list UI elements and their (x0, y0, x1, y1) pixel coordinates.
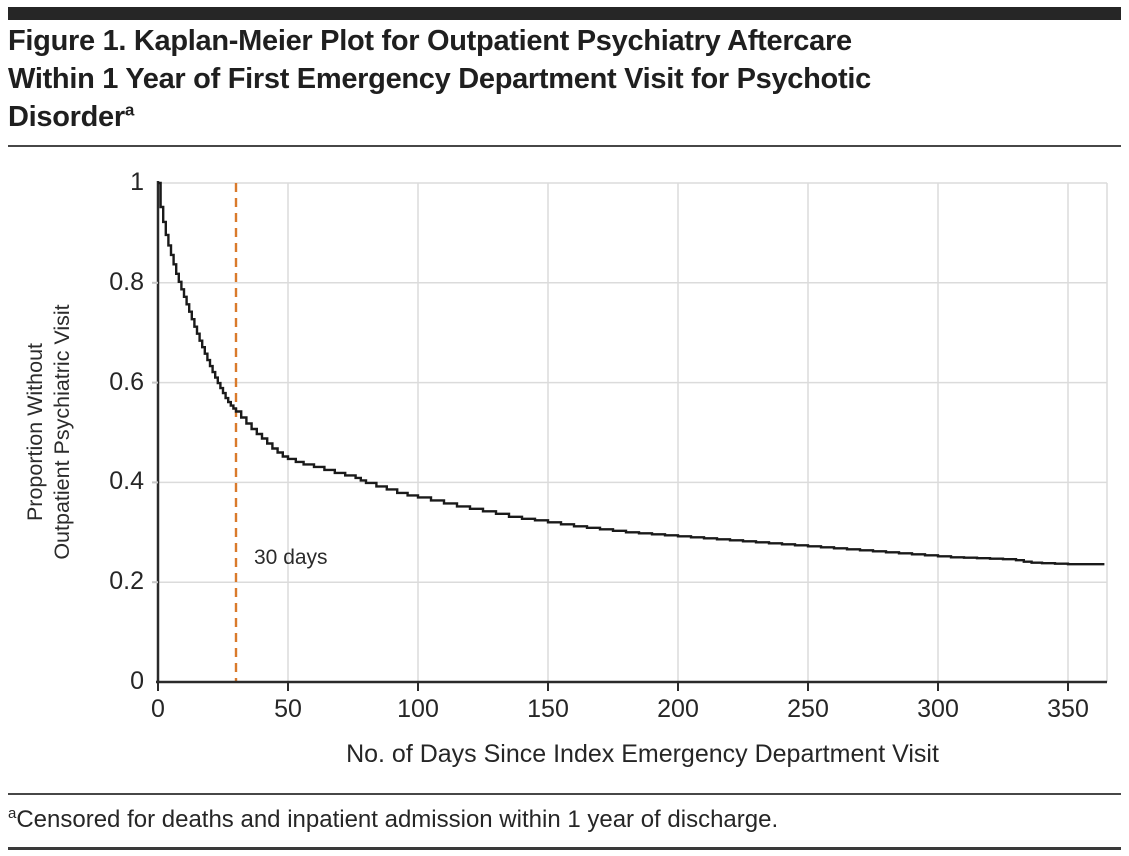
y-tick-label: 0 (130, 667, 144, 695)
figure-title: Figure 1. Kaplan-Meier Plot for Outpatie… (8, 22, 1121, 136)
figure-title-line-3-text: Disorder (8, 101, 125, 133)
x-tick-label: 50 (274, 695, 302, 723)
figure-title-superscript: a (124, 100, 135, 120)
figure-footnote: aCensored for deaths and inpatient admis… (8, 804, 1121, 836)
y-tick-label: 1 (130, 168, 144, 196)
km-chart: Proportion Without Outpatient Psychiatri… (0, 160, 1129, 780)
y-axis-title-line-2: Outpatient Psychiatric Visit (50, 304, 74, 560)
bottom-rule (8, 847, 1121, 850)
footnote-text: Censored for deaths and inpatient admiss… (16, 806, 779, 833)
footnote-divider-rule (8, 793, 1121, 795)
reference-line-label: 30 days (254, 546, 328, 569)
y-tick-label: 0.2 (109, 567, 144, 596)
x-tick-label: 100 (397, 695, 439, 723)
y-axis-title-line-1: Proportion Without (23, 342, 47, 522)
y-tick-label: 0.6 (109, 367, 144, 396)
y-tick-label: 0.8 (109, 267, 144, 296)
y-axis-title: Proportion Without Outpatient Psychiatri… (22, 304, 76, 559)
figure-title-line-1: Figure 1. Kaplan-Meier Plot for Outpatie… (8, 25, 852, 57)
x-axis-title: No. of Days Since Index Emergency Depart… (346, 740, 939, 768)
x-tick-label: 300 (917, 695, 959, 723)
x-tick-label: 0 (151, 695, 165, 723)
x-tick-label: 150 (527, 695, 569, 723)
x-tick-label: 200 (657, 695, 699, 723)
y-tick-label: 0.4 (109, 467, 144, 496)
footnote-superscript: a (8, 805, 17, 822)
top-rule-bar (8, 7, 1121, 20)
figure-title-line-2: Within 1 Year of First Emergency Departm… (8, 63, 871, 95)
x-tick-label: 350 (1047, 695, 1089, 723)
km-curve (158, 181, 1105, 566)
title-divider-rule (8, 145, 1121, 147)
figure-title-line-3: Disordera (8, 98, 1121, 136)
x-tick-label: 250 (787, 695, 829, 723)
